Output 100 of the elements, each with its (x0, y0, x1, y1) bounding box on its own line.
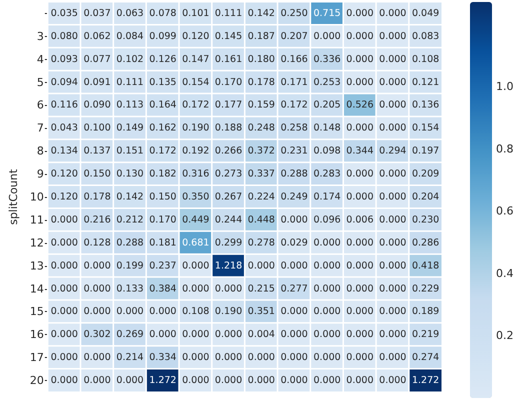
data-label: 0.135 (149, 76, 176, 88)
data-label: 0.230 (412, 214, 440, 226)
data-label: 0.274 (412, 352, 440, 364)
data-label: 0.231 (280, 146, 308, 157)
data-label: 0.170 (149, 214, 176, 226)
data-label: 0.000 (313, 329, 341, 340)
data-label: 0.080 (50, 30, 78, 42)
data-label: 0.102 (116, 54, 144, 65)
data-label: 0.214 (116, 352, 144, 364)
data-label: 0.000 (379, 76, 406, 88)
data-label: 0.299 (214, 237, 242, 248)
data-label: 0.197 (412, 146, 440, 157)
data-label: 0.000 (379, 352, 406, 364)
data-label: 0.000 (182, 375, 210, 386)
data-label: 0.216 (84, 214, 111, 226)
data-label: 0.037 (84, 8, 111, 19)
data-label: 0.000 (346, 122, 374, 134)
data-label: 0.000 (313, 283, 341, 294)
data-label: 0.000 (84, 260, 111, 272)
data-label: 0.084 (116, 30, 144, 42)
data-label: 0.000 (346, 237, 374, 248)
data-label: 0.253 (313, 76, 341, 88)
data-label: 0.192 (182, 146, 210, 157)
data-label: 0.000 (346, 30, 374, 42)
data-label: 0.000 (280, 260, 308, 272)
y-tick-label: 7 (36, 122, 44, 135)
data-label: 0.128 (84, 237, 111, 248)
data-label: 0.000 (346, 329, 374, 340)
data-label: 0.181 (149, 237, 176, 248)
data-label: 0.000 (346, 283, 374, 294)
data-label: 0.000 (214, 283, 242, 294)
data-label: 0.077 (84, 54, 111, 65)
data-label: 0.049 (412, 8, 440, 19)
data-label: 0.288 (280, 168, 308, 180)
data-label: 0.150 (84, 168, 111, 180)
y-tick-label: 20 (30, 374, 44, 388)
data-label: 0.000 (379, 237, 406, 248)
data-label: 0.000 (248, 375, 275, 386)
data-label: 0.000 (50, 214, 78, 226)
y-tick-label: 10 (30, 190, 44, 204)
data-label: 0.000 (50, 375, 78, 386)
data-label: 0.372 (248, 146, 275, 157)
data-label: 0.250 (280, 8, 308, 19)
data-label: 0.209 (412, 168, 440, 180)
y-axis-title: splitCount (7, 168, 20, 225)
data-label: 0.000 (346, 76, 374, 88)
data-label: 0.000 (84, 375, 111, 386)
data-label: 0.108 (182, 306, 210, 318)
data-label: 0.113 (116, 100, 144, 111)
data-label: 0.000 (248, 352, 275, 364)
data-label: 0.029 (280, 237, 308, 248)
data-label: 0.207 (280, 30, 308, 42)
data-label: 0.166 (280, 54, 308, 65)
data-label: 0.286 (412, 237, 440, 248)
data-label: 0.334 (149, 352, 176, 364)
data-label: 0.000 (313, 306, 341, 318)
data-label: 0.000 (116, 375, 144, 386)
data-label: 0.000 (346, 260, 374, 272)
data-label: 0.035 (50, 8, 78, 19)
data-label: 0.000 (379, 122, 406, 134)
data-label: 0.000 (379, 8, 406, 19)
data-label: 0.000 (313, 30, 341, 42)
data-label: 0.094 (50, 76, 78, 88)
data-label: 0.000 (379, 283, 406, 294)
y-tick-label: 3 (36, 30, 44, 43)
y-tick-label: 16 (30, 328, 44, 342)
data-label: 0.000 (346, 8, 374, 19)
data-label: 0.130 (116, 168, 144, 180)
data-label: 0.098 (313, 146, 341, 157)
data-label: 0.283 (313, 168, 341, 180)
y-tick-label: 5 (36, 76, 44, 89)
data-label: 0.000 (214, 375, 242, 386)
data-label: 0.004 (248, 329, 275, 340)
data-label: 0.000 (379, 260, 406, 272)
data-label: 0.189 (412, 306, 440, 318)
data-label: 0.078 (149, 8, 176, 19)
y-tick-label: 8 (36, 144, 44, 158)
data-label: 0.000 (149, 329, 176, 340)
data-label: 0.172 (149, 146, 176, 157)
data-label: 0.180 (248, 54, 275, 65)
data-label: 0.000 (50, 306, 78, 318)
data-label: 0.244 (214, 214, 242, 226)
data-label: 0.000 (313, 237, 341, 248)
data-label: 0.120 (182, 30, 210, 42)
data-label: 0.137 (84, 146, 111, 157)
data-label: 0.000 (182, 260, 210, 272)
data-label: 0.418 (412, 260, 440, 272)
data-label: 0.145 (214, 30, 242, 42)
data-label: 0.154 (182, 76, 210, 88)
data-label: 0.205 (313, 100, 341, 111)
data-label: 0.302 (84, 329, 111, 340)
data-label: 0.000 (50, 283, 78, 294)
data-label: 0.351 (248, 306, 275, 318)
data-label: 0.136 (412, 100, 440, 111)
data-label: 0.526 (346, 100, 374, 111)
data-label: 0.161 (214, 54, 242, 65)
data-label: 0.006 (346, 214, 374, 226)
data-label: 0.151 (116, 146, 144, 157)
data-label: 0.294 (379, 146, 406, 157)
data-label: 0.681 (182, 237, 210, 248)
